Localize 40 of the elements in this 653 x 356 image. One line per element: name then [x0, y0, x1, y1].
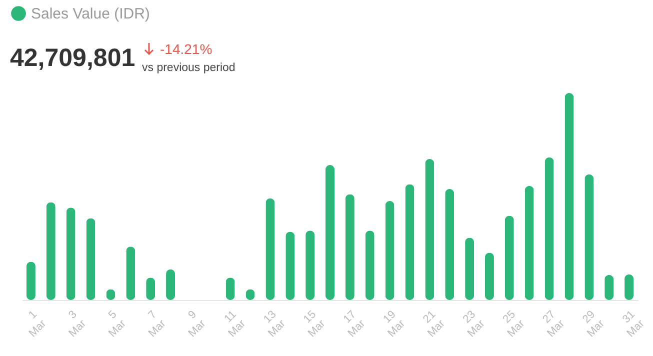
bar [306, 230, 315, 300]
x-tick-label: 23 Mar [460, 308, 488, 340]
bar [584, 174, 594, 300]
x-tick-label: 5 Mar [106, 308, 129, 340]
x-tick-label: 11 Mar [222, 308, 248, 340]
x-tick-label: 27 Mar [540, 308, 568, 340]
bar [266, 198, 275, 300]
bar [564, 93, 574, 300]
bar [46, 202, 56, 300]
x-tick-label: 13 Mar [262, 308, 288, 340]
bar [524, 186, 534, 300]
x-tick-label: 25 Mar [500, 308, 528, 340]
x-tick-label: 21 Mar [421, 308, 448, 340]
x-tick-label: 9 Mar [186, 308, 208, 340]
x-tick-label: 1 Mar [26, 308, 49, 340]
bar [425, 159, 434, 300]
x-tick-label: 15 Mar [301, 308, 328, 340]
x-tick-label: 29 Mar [580, 308, 608, 340]
bar [385, 201, 394, 300]
bar [405, 184, 414, 300]
bar [126, 246, 136, 300]
bar [445, 189, 454, 300]
text: vs previous period [142, 62, 236, 74]
bar [465, 238, 474, 300]
legend-label: Sales Value (IDR) [31, 6, 150, 22]
bar [544, 157, 554, 300]
bar [365, 230, 374, 300]
bar [504, 216, 514, 300]
text: 42,709,801 [10, 44, 136, 73]
bar [326, 165, 334, 300]
bar [286, 232, 295, 300]
x-tick-label: 7 Mar [146, 308, 168, 340]
x-tick-label: 3 Mar [66, 308, 89, 340]
bar [66, 208, 76, 300]
x-tick-label: 31 Mar [620, 308, 647, 340]
bar [345, 194, 354, 300]
bar [86, 218, 96, 300]
text: -14.21% [160, 41, 212, 57]
x-tick-label: 19 Mar [381, 308, 408, 340]
x-tick-label: 17 Mar [341, 308, 368, 340]
